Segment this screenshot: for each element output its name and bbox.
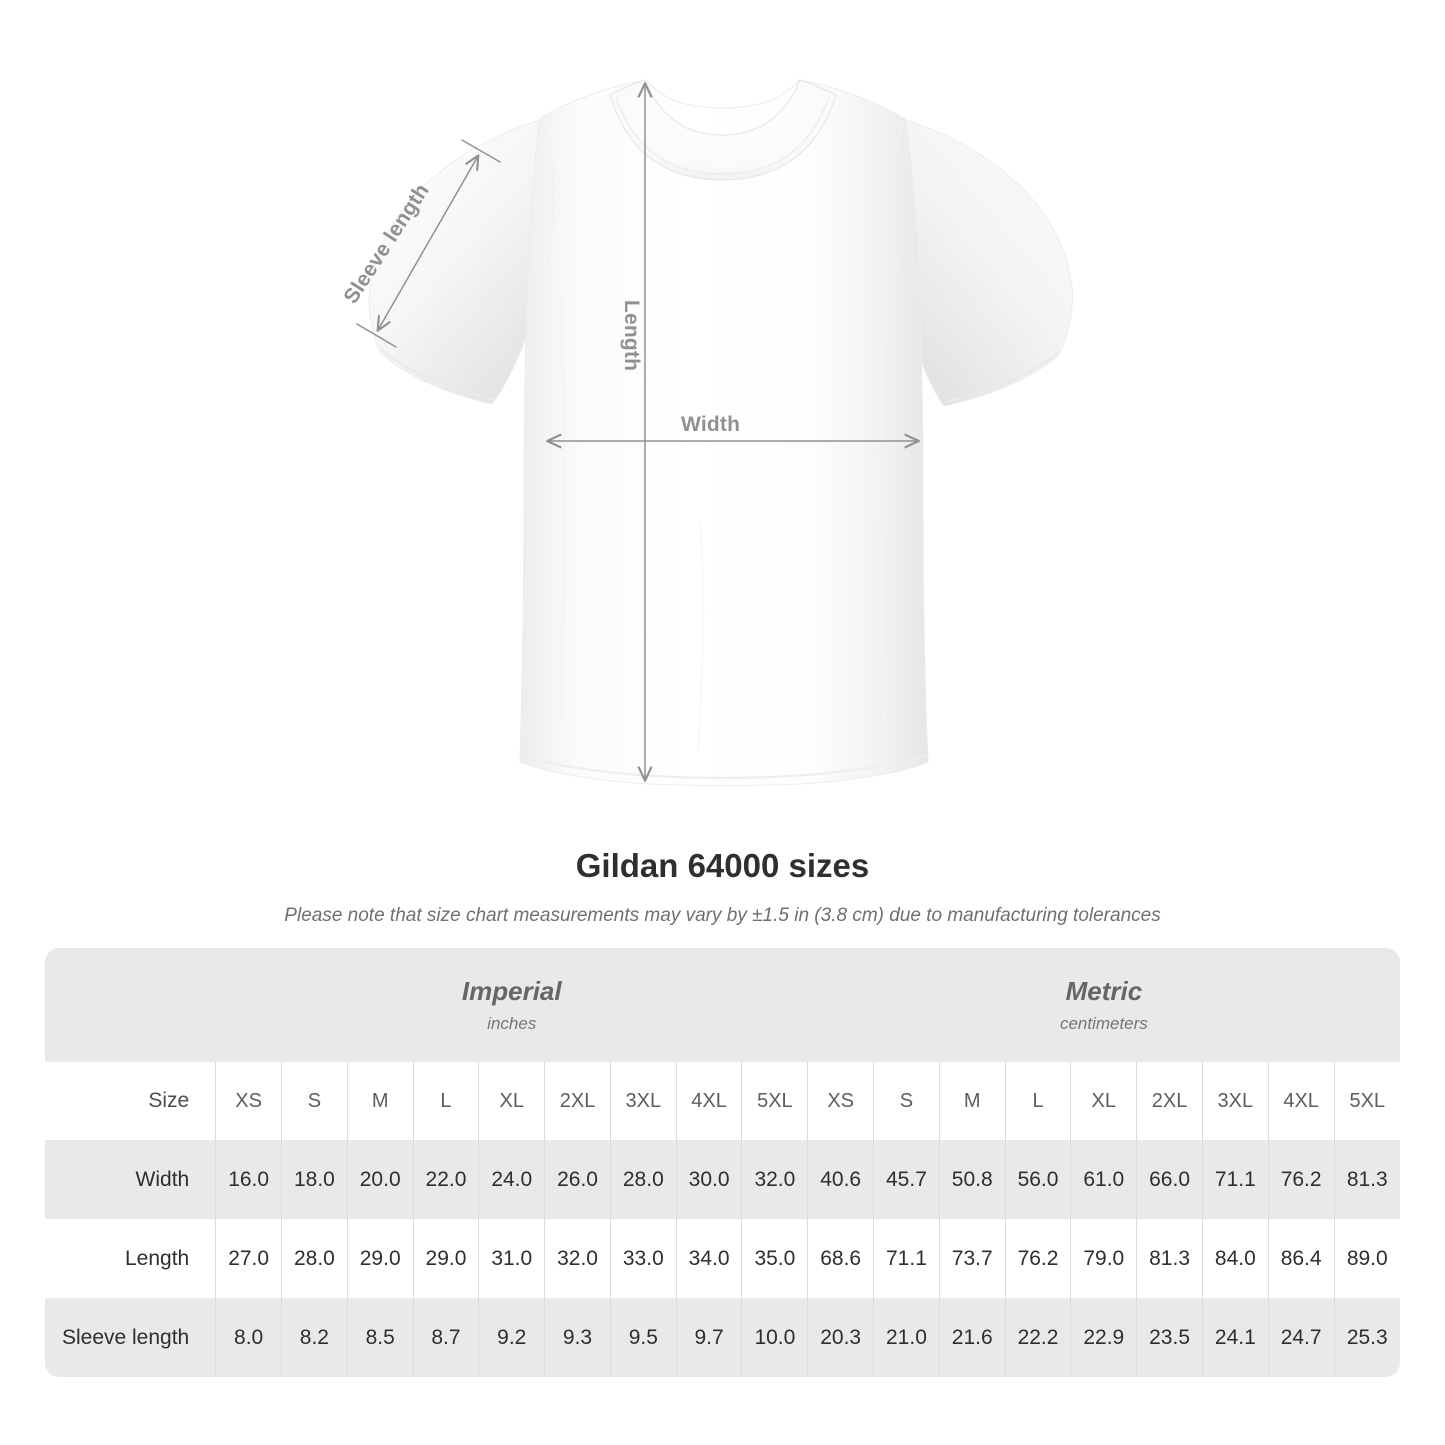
page-title: Gildan 64000 sizes [575, 847, 870, 884]
cell-sleeve-length-s-imperial: 8.2 [281, 1298, 348, 1377]
cell-length-5xl-metric: 89.0 [1333, 1219, 1400, 1298]
cell-length-s-metric: 71.1 [873, 1219, 940, 1298]
cell-sleeve-length-xs-metric: 20.3 [807, 1298, 874, 1377]
size-header-5xl-imperial: 5XL [741, 1062, 808, 1140]
unit-subtitle: centimeters [1059, 1014, 1148, 1034]
cell-width-3xl-metric: 71.1 [1201, 1140, 1269, 1219]
cell-length-s-imperial: 28.0 [281, 1219, 348, 1298]
tshirt-shape [368, 79, 1073, 786]
cell-width-m-metric: 50.8 [938, 1140, 1006, 1219]
table-row: Length 27.0 28.0 29.0 29.0 31.0 32.0 33.0 34.0 35… [45, 1219, 1400, 1298]
cell-sleeve-length-m-imperial: 8.5 [346, 1298, 414, 1377]
table-row: Sleeve length 8.0 8.2 8.5 8.7 9.2 9.3 9.5 9.7 10.… [45, 1298, 1400, 1377]
cell-length-3xl-metric: 84.0 [1201, 1219, 1269, 1298]
cell-sleeve-length-l-imperial: 8.7 [412, 1298, 479, 1377]
cell-sleeve-length-m-metric: 21.6 [938, 1298, 1006, 1377]
cell-sleeve-length-2xl-metric: 23.5 [1136, 1298, 1203, 1377]
cell-sleeve-length-5xl-imperial: 10.0 [741, 1298, 808, 1377]
size-header-2xl-imperial: 2XL [544, 1062, 611, 1140]
sleeve-length-dimension-arrow [356, 139, 501, 348]
cell-sleeve-length-5xl-metric: 25.3 [1333, 1298, 1400, 1377]
row-label-sleeve-length: Sleeve length [61, 1325, 190, 1349]
size-header-3xl-metric: 3XL [1201, 1062, 1269, 1140]
cell-width-3xl-imperial: 28.0 [609, 1140, 677, 1219]
cell-width-xl-metric: 61.0 [1070, 1140, 1137, 1219]
cell-width-4xl-metric: 76.2 [1267, 1140, 1335, 1219]
cell-width-l-imperial: 22.0 [412, 1140, 479, 1219]
cell-sleeve-length-4xl-imperial: 9.7 [675, 1298, 742, 1377]
title-block: Gildan 64000 sizes Please note that size… [0, 845, 1445, 929]
size-header-xs-metric: XS [807, 1062, 874, 1140]
cell-sleeve-length-3xl-metric: 24.1 [1201, 1298, 1269, 1377]
cell-width-2xl-metric: 66.0 [1136, 1140, 1203, 1219]
tshirt-illustration [356, 79, 1073, 786]
cell-length-4xl-metric: 86.4 [1267, 1219, 1335, 1298]
size-header-3xl-imperial: 3XL [609, 1062, 677, 1140]
cell-sleeve-length-l-metric: 22.2 [1004, 1298, 1071, 1377]
size-header-s-imperial: S [281, 1062, 348, 1140]
cell-length-m-metric: 73.7 [938, 1219, 1006, 1298]
cell-length-5xl-imperial: 35.0 [741, 1219, 808, 1298]
cell-length-m-imperial: 29.0 [346, 1219, 414, 1298]
unit-name: Metric [1065, 975, 1143, 1006]
cell-length-l-imperial: 29.0 [412, 1219, 479, 1298]
cell-width-xs-imperial: 16.0 [215, 1140, 282, 1219]
size-header-l-imperial: L [412, 1062, 479, 1140]
cell-width-l-metric: 56.0 [1004, 1140, 1071, 1219]
cell-length-4xl-imperial: 34.0 [675, 1219, 742, 1298]
cell-length-l-metric: 76.2 [1004, 1219, 1071, 1298]
size-chart-table-container: Imperial inches Metric centimeters Size XS S M L… [45, 948, 1400, 1377]
size-header-m-metric: M [938, 1062, 1006, 1140]
cell-length-xl-metric: 79.0 [1070, 1219, 1137, 1298]
cell-width-5xl-metric: 81.3 [1333, 1140, 1400, 1219]
cell-sleeve-length-4xl-metric: 24.7 [1267, 1298, 1335, 1377]
row-label-width: Width [135, 1167, 190, 1191]
cell-width-4xl-imperial: 30.0 [675, 1140, 742, 1219]
cell-width-2xl-imperial: 26.0 [544, 1140, 611, 1219]
cell-length-2xl-metric: 81.3 [1136, 1219, 1203, 1298]
size-chart-table: Imperial inches Metric centimeters Size XS S M L… [45, 948, 1400, 1377]
row-label-length: Length [125, 1246, 190, 1270]
measurement-tolerance-note: Please note that size chart measurements… [284, 905, 1161, 927]
unit-banner-spacer [45, 948, 216, 1062]
tshirt-diagram: Sleeve length Length Width [339, 79, 1073, 786]
cell-length-2xl-imperial: 32.0 [544, 1219, 611, 1298]
size-header-s-metric: S [873, 1062, 940, 1140]
unit-banner-imperial: Imperial inches [215, 948, 808, 1062]
cell-width-s-imperial: 18.0 [281, 1140, 348, 1219]
cell-sleeve-length-xl-imperial: 9.2 [478, 1298, 545, 1377]
cell-sleeve-length-xl-metric: 22.9 [1070, 1298, 1137, 1377]
cell-width-s-metric: 45.7 [873, 1140, 940, 1219]
cell-width-xs-metric: 40.6 [807, 1140, 874, 1219]
cell-sleeve-length-s-metric: 21.0 [873, 1298, 940, 1377]
cell-length-xs-imperial: 27.0 [215, 1219, 282, 1298]
cell-width-m-imperial: 20.0 [346, 1140, 414, 1219]
cell-sleeve-length-xs-imperial: 8.0 [215, 1298, 282, 1377]
size-header-xs-imperial: XS [215, 1062, 282, 1140]
size-header-4xl-imperial: 4XL [675, 1062, 742, 1140]
cell-sleeve-length-3xl-imperial: 9.5 [609, 1298, 677, 1377]
size-header-xl-metric: XL [1070, 1062, 1137, 1140]
size-header-row: Size XS S M L XL 2XL 3XL 4XL 5XL XS S M L XL 2XL 3XL 4XL 5… [45, 1062, 1400, 1140]
unit-subtitle: inches [487, 1014, 537, 1034]
size-header-5xl-metric: 5XL [1333, 1062, 1400, 1140]
cell-length-xl-imperial: 31.0 [478, 1219, 545, 1298]
cell-width-xl-imperial: 24.0 [478, 1140, 545, 1219]
size-header-l-metric: L [1004, 1062, 1071, 1140]
unit-name: Imperial [461, 975, 562, 1006]
width-annotation-label: Width [681, 413, 741, 436]
size-header-m-imperial: M [346, 1062, 414, 1140]
size-column-header: Size [148, 1089, 190, 1112]
length-annotation-label: Length [620, 300, 643, 372]
cell-width-5xl-imperial: 32.0 [741, 1140, 808, 1219]
unit-banner-metric: Metric centimeters [807, 948, 1400, 1062]
cell-length-xs-metric: 68.6 [807, 1219, 874, 1298]
cell-sleeve-length-2xl-imperial: 9.3 [544, 1298, 611, 1377]
size-header-4xl-metric: 4XL [1267, 1062, 1335, 1140]
unit-banner-row: Imperial inches Metric centimeters [45, 948, 1400, 1062]
size-header-xl-imperial: XL [478, 1062, 545, 1140]
size-header-2xl-metric: 2XL [1136, 1062, 1203, 1140]
table-row: Width 16.0 18.0 20.0 22.0 24.0 26.0 28.0 30.0 32.… [45, 1140, 1400, 1219]
cell-length-3xl-imperial: 33.0 [609, 1219, 677, 1298]
